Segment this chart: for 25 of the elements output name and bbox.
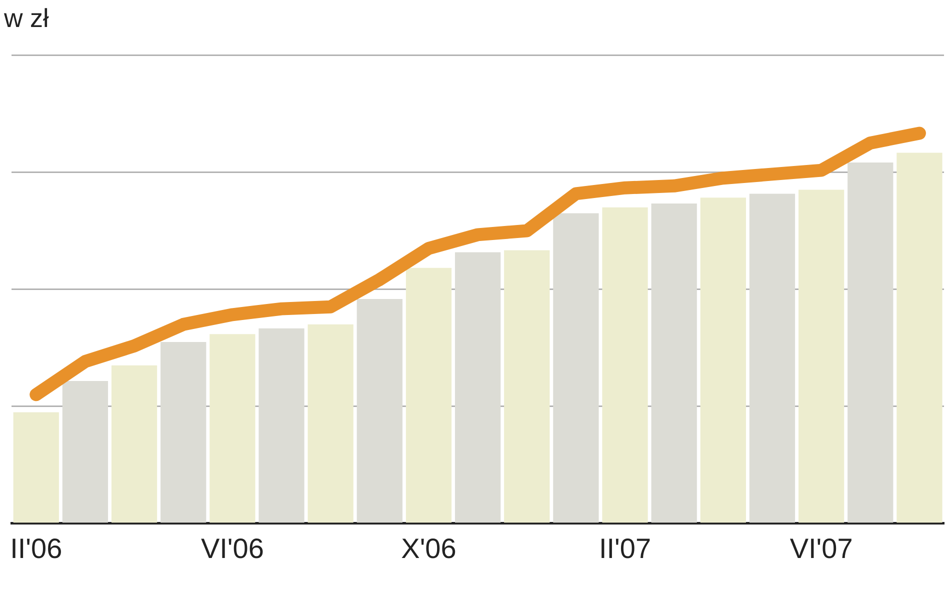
bar (553, 213, 599, 523)
bar (651, 203, 697, 523)
bar (848, 162, 894, 523)
x-tick-label: X'06 (401, 532, 456, 564)
bar (111, 365, 158, 523)
x-tick-label: VI'06 (200, 532, 264, 564)
bar (308, 324, 354, 523)
bar (454, 252, 501, 523)
bar (602, 207, 648, 523)
bar (406, 268, 452, 523)
bar (356, 299, 402, 523)
bar (700, 198, 746, 523)
bar (896, 152, 942, 523)
x-tick-label: II'06 (10, 532, 62, 564)
bar (258, 328, 304, 523)
bar (62, 380, 108, 523)
bar (210, 334, 256, 523)
chart-title: w zł (3, 2, 49, 33)
x-tick-label: VI'07 (790, 532, 853, 564)
bar (504, 250, 550, 523)
bar (749, 194, 796, 523)
bar (798, 190, 844, 523)
bar (160, 342, 206, 523)
x-tick-label: II'07 (598, 532, 652, 564)
bar (13, 412, 59, 523)
